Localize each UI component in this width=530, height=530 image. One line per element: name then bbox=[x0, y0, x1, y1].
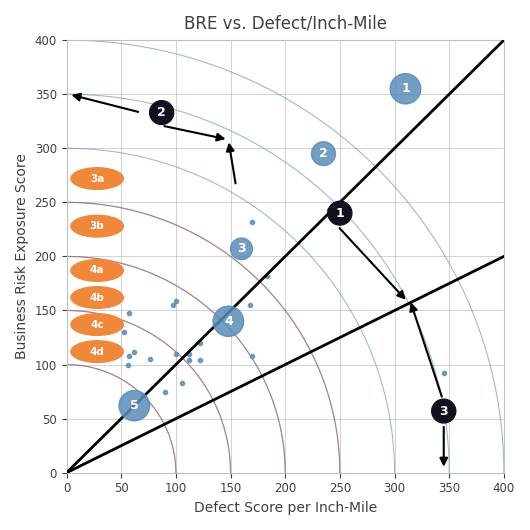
Text: 2: 2 bbox=[319, 147, 328, 160]
Ellipse shape bbox=[71, 314, 123, 335]
Text: 3a: 3a bbox=[90, 173, 104, 183]
Text: 3b: 3b bbox=[90, 221, 104, 231]
Text: 1: 1 bbox=[335, 207, 344, 219]
Text: 4b: 4b bbox=[90, 293, 104, 303]
Text: 2: 2 bbox=[157, 106, 166, 119]
Circle shape bbox=[312, 142, 335, 165]
Ellipse shape bbox=[71, 215, 123, 237]
Circle shape bbox=[119, 391, 149, 421]
Text: 3: 3 bbox=[237, 242, 246, 255]
X-axis label: Defect Score per Inch-Mile: Defect Score per Inch-Mile bbox=[193, 501, 377, 515]
Text: 4: 4 bbox=[224, 315, 233, 328]
Text: 3: 3 bbox=[439, 404, 448, 418]
Ellipse shape bbox=[71, 260, 123, 281]
Text: 4d: 4d bbox=[90, 347, 104, 357]
Circle shape bbox=[213, 306, 244, 337]
Ellipse shape bbox=[71, 341, 123, 363]
Circle shape bbox=[149, 101, 174, 125]
Ellipse shape bbox=[71, 167, 123, 189]
Title: BRE vs. Defect/Inch-Mile: BRE vs. Defect/Inch-Mile bbox=[184, 15, 387, 33]
Text: 4a: 4a bbox=[90, 266, 104, 276]
Circle shape bbox=[328, 201, 352, 225]
Text: 1: 1 bbox=[401, 82, 410, 95]
Text: 5: 5 bbox=[130, 399, 139, 412]
Circle shape bbox=[432, 399, 456, 423]
Text: 4c: 4c bbox=[90, 320, 104, 330]
Circle shape bbox=[231, 238, 252, 260]
Circle shape bbox=[390, 74, 421, 104]
Y-axis label: Business Risk Exposure Score: Business Risk Exposure Score bbox=[15, 154, 29, 359]
Ellipse shape bbox=[71, 287, 123, 308]
